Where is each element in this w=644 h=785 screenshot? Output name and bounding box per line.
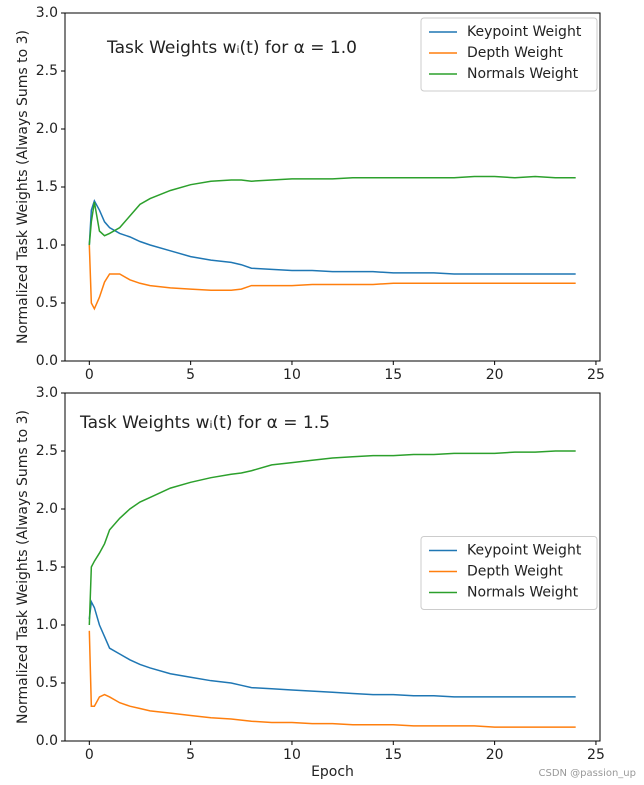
y-tick-label: 1.5 — [36, 179, 58, 195]
y-tick-label: 0.5 — [36, 295, 58, 311]
series-line — [88, 630, 576, 728]
series-line — [88, 599, 576, 698]
x-tick-label: 15 — [384, 747, 402, 763]
x-tick-label: 20 — [486, 747, 504, 763]
y-tick-label: 1.5 — [36, 559, 58, 575]
x-tick-label: 25 — [587, 367, 605, 383]
legend-box — [420, 17, 598, 92]
x-tick-label: 20 — [486, 367, 504, 383]
x-tick-label: 0 — [85, 747, 94, 763]
y-tick-label: 0.0 — [36, 353, 58, 369]
chart-title: Task Weights wᵢ(t) for α = 1.0 — [106, 38, 357, 58]
x-tick-label: 0 — [85, 367, 94, 383]
x-tick-label: 15 — [384, 367, 402, 383]
y-tick-label: 1.0 — [36, 617, 58, 633]
y-axis-label: Normalized Task Weights (Always Sums to … — [15, 410, 31, 724]
chart-title: Task Weights wᵢ(t) for α = 1.5 — [79, 413, 330, 433]
y-tick-label: 2.0 — [36, 501, 58, 517]
x-tick-label: 5 — [186, 747, 195, 763]
axes-frame — [64, 12, 601, 362]
y-tick-label: 2.0 — [36, 121, 58, 137]
legend-label: Normals Weight — [467, 66, 579, 82]
legend-label: Normals Weight — [467, 585, 579, 601]
y-tick-label: 2.5 — [36, 63, 58, 79]
series-line — [88, 199, 576, 275]
y-tick-label: 2.5 — [36, 443, 58, 459]
watermark: CSDN @passion_up — [538, 768, 636, 779]
series-line — [88, 450, 576, 626]
legend-label: Depth Weight — [467, 564, 563, 580]
series-line — [88, 244, 576, 311]
legend-label: Depth Weight — [467, 45, 563, 61]
y-tick-label: 1.0 — [36, 237, 58, 253]
series-line — [88, 175, 576, 246]
legend-box — [420, 536, 598, 610]
x-tick-label: 25 — [587, 747, 605, 763]
legend-label: Keypoint Weight — [467, 543, 582, 559]
legend-label: Keypoint Weight — [467, 24, 582, 40]
x-tick-label: 10 — [283, 747, 301, 763]
y-axis-label: Normalized Task Weights (Always Sums to … — [15, 30, 31, 344]
y-tick-label: 3.0 — [36, 5, 58, 21]
x-tick-label: 10 — [283, 367, 301, 383]
y-tick-label: 0.0 — [36, 733, 58, 749]
x-axis-label: Epoch — [311, 764, 354, 780]
x-tick-label: 5 — [186, 367, 195, 383]
y-tick-label: 0.5 — [36, 675, 58, 691]
y-tick-label: 3.0 — [36, 385, 58, 401]
axes-frame — [64, 392, 601, 742]
